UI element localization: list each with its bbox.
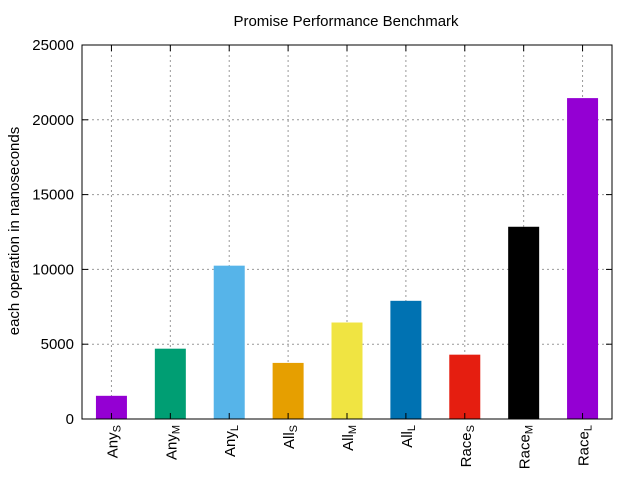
x-tick-label-base: All — [399, 431, 416, 448]
y-tick-label: 10000 — [32, 261, 74, 278]
y-axis-ticks: 0 5000 10000 15000 20000 25000 — [32, 37, 612, 428]
x-tick-label: RaceL — [576, 425, 595, 466]
bar — [95, 395, 127, 419]
x-tick-label-subscript: S — [465, 425, 477, 432]
bar — [331, 322, 363, 419]
bar — [567, 98, 599, 419]
y-tick-label: 0 — [66, 411, 74, 428]
x-tick-label-base: Any — [222, 431, 239, 457]
x-tick-label-subscript: S — [288, 425, 300, 432]
x-tick-label-base: All — [340, 434, 357, 451]
x-tick-label: AnyM — [163, 425, 182, 460]
x-tick-label-subscript: L — [406, 425, 418, 431]
bar — [508, 226, 540, 419]
x-tick-label-base: Race — [458, 432, 475, 467]
bar — [390, 300, 422, 419]
x-tick-label: AllS — [281, 425, 300, 449]
y-tick-label: 15000 — [32, 187, 74, 204]
x-tick-label-base: All — [281, 432, 298, 449]
bar — [154, 348, 186, 419]
x-tick-label-subscript: S — [111, 425, 123, 432]
chart-title: Promise Performance Benchmark — [233, 13, 459, 30]
y-tick-label: 25000 — [32, 37, 74, 54]
x-tick-label-base: Race — [576, 431, 593, 466]
x-tick-label: RaceM — [517, 425, 536, 469]
x-tick-label-base: Any — [104, 432, 121, 458]
x-tick-label-subscript: L — [583, 425, 595, 431]
x-tick-label-base: Any — [163, 434, 180, 460]
x-tick-label: AllL — [399, 425, 418, 448]
y-tick-label: 5000 — [41, 336, 74, 353]
bars — [95, 98, 599, 419]
x-tick-label-subscript: M — [170, 425, 182, 434]
y-axis-label: each operation in nanoseconds — [6, 127, 23, 336]
x-tick-label-subscript: M — [347, 425, 359, 434]
x-tick-label: AnyL — [222, 425, 241, 457]
bar — [213, 265, 245, 419]
x-tick-label: RaceS — [458, 425, 477, 467]
x-tick-label: AnyS — [104, 425, 123, 458]
x-tick-label-subscript: L — [229, 425, 241, 431]
bar — [272, 362, 304, 419]
bar — [449, 354, 481, 419]
x-tick-label-subscript: M — [524, 425, 536, 434]
x-tick-label-base: Race — [517, 434, 534, 469]
y-tick-label: 20000 — [32, 112, 74, 129]
x-tick-label: AllM — [340, 425, 359, 451]
